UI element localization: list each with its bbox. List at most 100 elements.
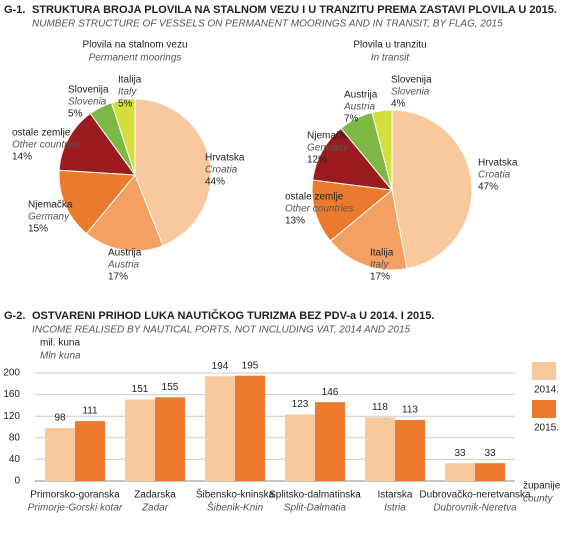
figure-title: STRUKTURA BROJA PLOVILA NA STALNOM VEZU … [32,4,557,16]
legend-swatch [532,362,556,380]
slice-value-label: 15% [28,224,48,235]
x-tick-label: Dubrovačko-neretvanska [419,490,531,501]
slice-value-label: 17% [370,272,390,283]
slice-value-label: 13% [285,216,305,227]
pie-title: Plovila na stalnom vezu [82,40,187,51]
x-tick-label-en: Zadar [141,503,169,514]
y-tick-label: 40 [9,454,21,465]
slice-value-label: 5% [118,99,133,110]
figure-label: G-2. [4,310,25,322]
pie-slice [311,179,394,242]
figure-subtitle: NUMBER STRUCTURE OF VESSELS ON PERMANENT… [32,19,503,30]
pie-slice [312,127,394,191]
slice-label-en: Croatia [478,170,511,181]
x-tick-label: Istarska [377,490,412,501]
slice-label-en: Germany [28,212,70,223]
pie-title: Plovila u tranzitu [353,40,426,51]
bar [205,376,235,481]
y-tick-label: 120 [3,411,20,422]
y-tick-label: 200 [3,368,20,379]
slice-label: Njemačka [28,200,73,211]
value-label: 146 [322,387,339,398]
pie-slice [371,109,393,191]
slice-value-label: 14% [12,152,32,163]
pie-slice [85,174,164,252]
pie-slice [391,109,473,270]
pie-slice [58,112,137,176]
slice-label-en: Austria [343,102,376,113]
bar [475,463,505,481]
x-tick-label: Zadarska [134,490,176,501]
slice-label-en: Italy [370,260,389,271]
slice-value-label: 7% [344,114,359,125]
bar [315,402,345,481]
bar [45,428,75,481]
slice-value-label: 12% [307,155,327,166]
x-tick-label-en: Istria [384,503,406,514]
value-label: 98 [54,413,66,424]
bar [235,375,265,481]
x-tick-label-en: Dubrovnik-Neretva [433,503,517,514]
value-label: 113 [402,405,418,416]
pie-subtitle: Permanent moorings [89,53,182,64]
slice-value-label: 47% [478,182,498,193]
pie-slice [134,98,212,247]
slice-label-en: Other countries [285,204,353,215]
value-label: 195 [242,360,259,371]
value-label: 118 [372,402,388,413]
slice-label-en: Croatia [205,165,238,176]
slice-label: Austrija [108,248,142,259]
slice-value-label: 4% [391,99,406,110]
value-label: 123 [292,399,309,410]
figure-subtitle: INCOME REALISED BY NAUTICAL PORTS, NOT I… [32,325,411,336]
slice-label-en: Austria [107,260,140,271]
slice-label: Hrvatska [205,153,245,164]
x-axis-label-en: county [523,494,553,505]
bar [365,417,395,481]
slice-label: ostale zemlje [285,192,344,203]
bar [445,463,475,481]
x-tick-label: Splitsko-dalmatinska [269,490,361,501]
bar [125,399,155,481]
slice-label-en: Other countries [12,140,80,151]
slice-label: Hrvatska [478,158,518,169]
value-label: 155 [162,382,179,393]
x-tick-label-en: Split-Dalmatia [284,503,347,514]
bar [395,419,425,481]
slice-label-en: Germany [307,143,349,154]
legend-swatch [532,400,556,418]
slice-label: Njemačka [307,131,352,142]
x-tick-label-en: Šibenik-Knin [207,501,264,514]
y-tick-label: 160 [3,389,20,400]
slice-value-label: 44% [205,177,225,188]
figure-label: G-1. [4,4,25,16]
y-axis-label-en: Mln kuna [40,351,81,362]
value-label: 33 [454,448,466,459]
x-tick-label-en: Primorje-Gorski kotar [28,503,123,514]
y-tick-label: 80 [9,432,21,443]
pie-slice [58,169,137,235]
value-label: 151 [132,384,149,395]
x-tick-label: Šibensko-kninska [196,488,275,501]
y-tick-label: 0 [14,476,20,487]
value-label: 111 [82,406,98,417]
slice-label: Italija [118,75,142,86]
legend-label: 2015. [534,423,559,434]
slice-label-en: Italy [118,87,137,98]
value-label: 194 [212,361,229,372]
x-axis-label: županije [523,481,561,492]
y-axis-label: mil. kuna [40,338,80,349]
legend-label: 2014. [534,385,559,396]
pie-subtitle: In transit [371,53,411,64]
slice-label-en: Slovenia [68,97,107,108]
slice-value-label: 17% [108,272,128,283]
slice-label-en: Slovenia [391,87,430,98]
slice-label: Italija [370,248,394,259]
slice-label: ostale zemlje [12,128,71,139]
slice-label: Slovenija [391,75,432,86]
pie-slice [329,189,408,271]
slice-label: Austrija [344,90,378,101]
value-label: 33 [484,448,496,459]
slice-label: Slovenija [68,85,109,96]
